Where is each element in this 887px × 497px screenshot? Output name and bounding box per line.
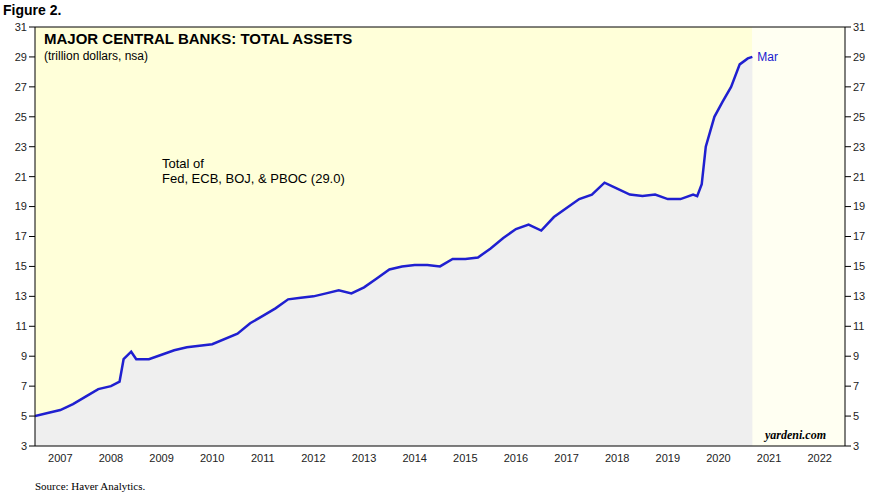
svg-text:2019: 2019 — [656, 452, 680, 464]
svg-text:2018: 2018 — [605, 452, 629, 464]
svg-text:5: 5 — [21, 410, 27, 422]
html-text:Fed, ECB, BOJ, & PBOC (29.0): Fed, ECB, BOJ, & PBOC (29.0) — [162, 171, 345, 186]
svg-text:19: 19 — [15, 200, 27, 212]
svg-text:25: 25 — [853, 111, 865, 123]
svg-text:2014: 2014 — [402, 452, 426, 464]
html-text:(trillion dollars, nsa): (trillion dollars, nsa) — [44, 49, 148, 63]
svg-text:17: 17 — [853, 230, 865, 242]
svg-text:2010: 2010 — [200, 452, 224, 464]
svg-text:23: 23 — [15, 141, 27, 153]
svg-text:15: 15 — [853, 260, 865, 272]
svg-text:2017: 2017 — [554, 452, 578, 464]
svg-text:9: 9 — [853, 350, 859, 362]
svg-text:5: 5 — [853, 410, 859, 422]
svg-text:3: 3 — [21, 440, 27, 452]
svg-text:31: 31 — [853, 21, 865, 33]
svg-text:25: 25 — [15, 111, 27, 123]
svg-text:29: 29 — [853, 51, 865, 63]
svg-text:21: 21 — [15, 171, 27, 183]
svg-text:7: 7 — [853, 380, 859, 392]
html-text:yardeni.com: yardeni.com — [765, 428, 826, 442]
svg-text:9: 9 — [21, 350, 27, 362]
html-text:MAJOR CENTRAL BANKS: TOTAL ASS: MAJOR CENTRAL BANKS: TOTAL ASSETS — [44, 30, 353, 47]
svg-text:29: 29 — [15, 51, 27, 63]
svg-text:3: 3 — [853, 440, 859, 452]
html-text:Total of: Total of — [162, 156, 204, 171]
svg-text:27: 27 — [853, 81, 865, 93]
svg-text:13: 13 — [15, 290, 27, 302]
svg-text:2020: 2020 — [706, 452, 730, 464]
svg-text:2012: 2012 — [301, 452, 325, 464]
svg-text:17: 17 — [15, 230, 27, 242]
svg-text:31: 31 — [15, 21, 27, 33]
svg-text:23: 23 — [853, 141, 865, 153]
svg-text:2022: 2022 — [807, 452, 831, 464]
svg-text:27: 27 — [15, 81, 27, 93]
html-text:Source: Haver Analytics.: Source: Haver Analytics. — [35, 480, 146, 492]
svg-text:19: 19 — [853, 200, 865, 212]
svg-text:2008: 2008 — [99, 452, 123, 464]
svg-text:2015: 2015 — [453, 452, 477, 464]
svg-text:2009: 2009 — [149, 452, 173, 464]
svg-text:11: 11 — [853, 320, 864, 332]
svg-text:21: 21 — [853, 171, 865, 183]
svg-text:Mar: Mar — [757, 50, 778, 64]
svg-text:2021: 2021 — [757, 452, 781, 464]
svg-text:11: 11 — [16, 320, 27, 332]
svg-text:2013: 2013 — [352, 452, 376, 464]
svg-text:2011: 2011 — [251, 452, 275, 464]
svg-text:2007: 2007 — [48, 452, 72, 464]
html-text:Figure 2.: Figure 2. — [3, 2, 62, 18]
svg-text:7: 7 — [21, 380, 27, 392]
svg-text:15: 15 — [15, 260, 27, 272]
svg-text:13: 13 — [853, 290, 865, 302]
svg-text:2016: 2016 — [504, 452, 528, 464]
